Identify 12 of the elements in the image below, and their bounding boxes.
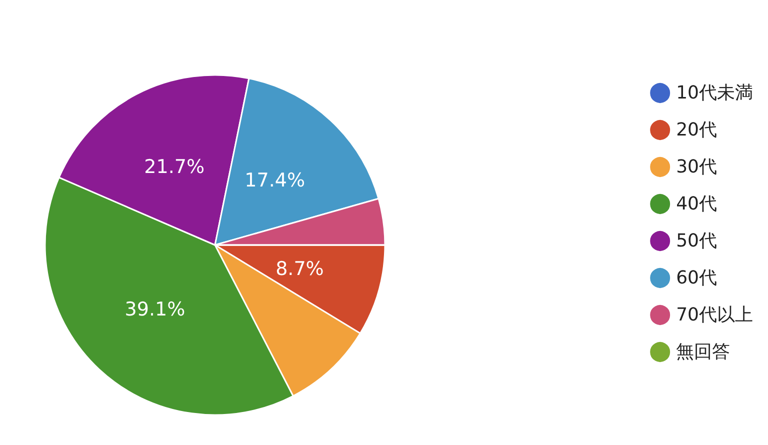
legend-label: 60代 bbox=[676, 268, 717, 288]
legend-label: 50代 bbox=[676, 230, 717, 252]
data-label: 8.7% bbox=[276, 258, 324, 280]
legend-label: 70代以上 bbox=[676, 304, 753, 326]
legend-label: 40代 bbox=[676, 194, 717, 214]
legend-label: 無回答 bbox=[676, 342, 730, 362]
data-label: 17.4% bbox=[244, 169, 306, 192]
legend-label: 10代未満 bbox=[676, 82, 753, 104]
legend-label: 30代 bbox=[676, 156, 717, 178]
data-label: 21.7% bbox=[144, 156, 204, 178]
data-label: 39.1% bbox=[124, 298, 186, 320]
legend-label: 20代 bbox=[676, 120, 717, 140]
